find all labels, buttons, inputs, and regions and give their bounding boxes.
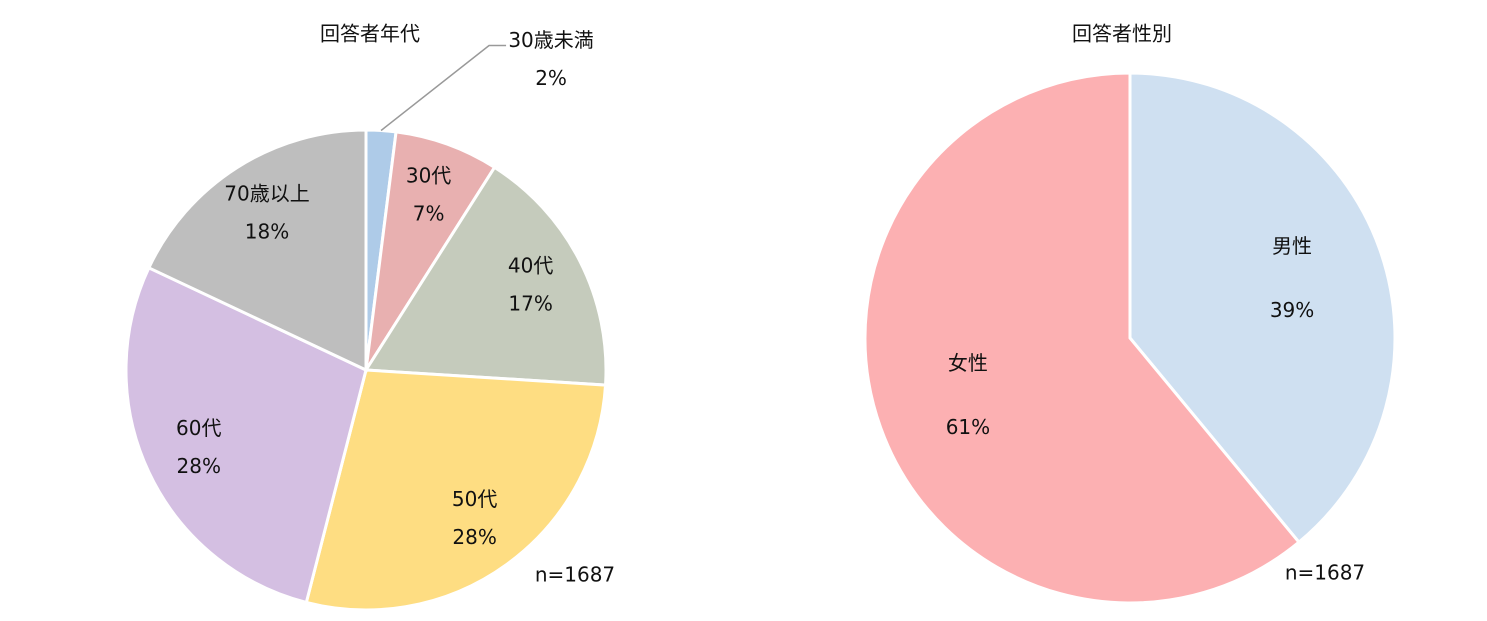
slice-category-label: 女性: [948, 351, 988, 375]
chart-title: 回答者性別: [1072, 22, 1172, 46]
slice-category-label: 男性: [1272, 234, 1312, 258]
annotation: n=1687: [1285, 561, 1365, 585]
slice-category-label: 40代: [508, 254, 553, 278]
slice-category-label: 30代: [406, 164, 451, 188]
slice-category-label: 50代: [452, 487, 497, 511]
slice-category-label: 70歳以上: [224, 181, 309, 205]
slice-value-label: 61%: [946, 415, 990, 439]
pie-slice: [364, 130, 497, 371]
slice-value-label: 17%: [508, 292, 552, 316]
pie-slice: [363, 165, 608, 387]
slice-value-label: 28%: [177, 454, 221, 478]
leader-line: [380, 44, 507, 132]
annotation: n=1687: [535, 563, 615, 587]
slice-category-label: 30歳未満: [508, 28, 593, 52]
pie-slice: [124, 265, 368, 605]
pie-slice: [1128, 71, 1397, 545]
chart-title: 回答者年代: [320, 22, 420, 46]
slice-value-label: 18%: [245, 219, 289, 243]
slice-value-label: 7%: [413, 202, 445, 226]
pie-slice: [304, 368, 608, 612]
pie-slice: [146, 128, 368, 373]
slice-value-label: 28%: [452, 525, 496, 549]
slice-value-label: 39%: [1270, 298, 1314, 322]
pie-slice: [863, 71, 1302, 605]
slice-category-label: 60代: [176, 416, 221, 440]
slice-value-label: 2%: [535, 66, 567, 90]
